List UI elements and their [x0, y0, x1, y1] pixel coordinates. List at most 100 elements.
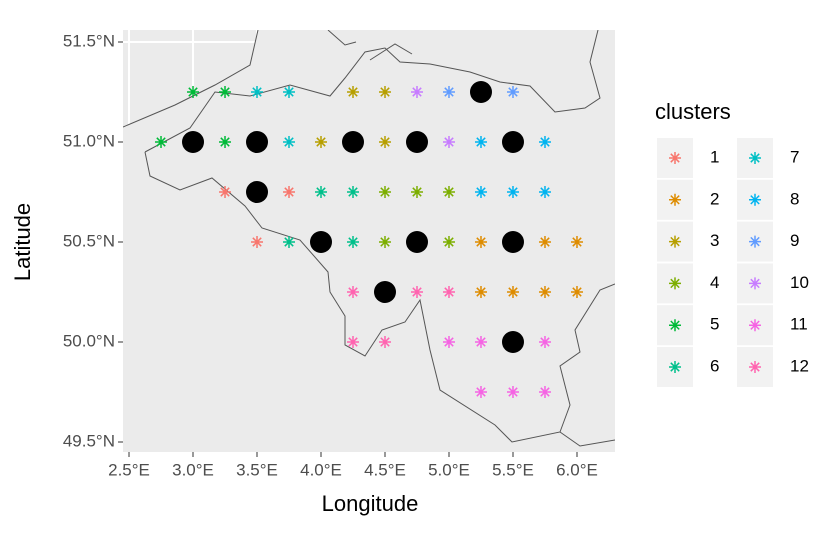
point [219, 136, 232, 148]
legend-symbol [749, 152, 761, 164]
point [538, 136, 551, 148]
y-tick-label: 50.0°N [63, 331, 115, 350]
point [378, 236, 391, 248]
legend-symbol [749, 193, 761, 206]
marks [155, 81, 583, 398]
center-point [246, 181, 269, 203]
center-point [310, 231, 333, 253]
border-east [559, 431, 615, 447]
legend-label: 10 [790, 273, 809, 292]
point [315, 186, 328, 198]
y-tick-label: 51.5°N [63, 31, 115, 50]
legend-symbol [669, 193, 681, 206]
y-tick-label: 49.5°N [63, 431, 115, 450]
legend-label: 11 [790, 315, 808, 334]
land [123, 30, 615, 452]
x-tick-label: 3.0°E [172, 460, 214, 479]
x-tick-label: 3.5°E [236, 460, 278, 479]
y-tick-label: 51.0°N [63, 131, 115, 150]
legend-label: 8 [790, 189, 799, 208]
point [442, 236, 455, 248]
x-tick-label: 5.5°E [492, 460, 534, 479]
point [347, 286, 360, 298]
x-tick-label: 5.0°E [428, 460, 470, 479]
point [410, 86, 423, 98]
legend-symbol [749, 235, 761, 248]
x-axis-title: Longitude [322, 491, 419, 516]
point [378, 136, 391, 148]
point [347, 336, 360, 348]
coastline [123, 30, 259, 128]
point [474, 336, 487, 348]
point [506, 286, 519, 298]
point [155, 136, 168, 148]
point [538, 336, 551, 348]
legend-label: 9 [790, 231, 799, 250]
point [570, 286, 583, 298]
border-islands [327, 30, 413, 61]
point [283, 186, 296, 198]
legend-symbol [669, 361, 681, 373]
x-tick-label: 4.5°E [364, 460, 406, 479]
point [474, 286, 487, 298]
point [474, 236, 487, 248]
center-point [501, 131, 524, 153]
map [123, 30, 615, 452]
x-tick-label: 4.0°E [300, 460, 342, 479]
center-point [373, 281, 396, 303]
legend-label: 1 [710, 147, 719, 166]
legend-symbol [669, 319, 681, 332]
legend-symbol [749, 319, 761, 332]
legend-label: 2 [710, 189, 719, 208]
legend-label: 12 [790, 356, 809, 375]
point [506, 386, 519, 398]
center-point [501, 231, 524, 253]
center-point [342, 131, 365, 153]
x-tick-label: 2.5°E [108, 460, 150, 479]
legend-title: clusters [655, 99, 731, 124]
point [315, 136, 328, 148]
center-point [246, 131, 269, 153]
point [538, 236, 551, 248]
point [442, 336, 455, 348]
point [283, 136, 296, 148]
point [506, 186, 519, 198]
point [442, 286, 455, 298]
x-tick-label: 6.0°E [556, 460, 598, 479]
point [378, 336, 391, 348]
point [410, 286, 423, 298]
legend-label: 5 [710, 315, 719, 334]
point [283, 236, 296, 248]
legend-label: 4 [710, 273, 719, 292]
point [474, 136, 487, 148]
legend-label: 3 [710, 231, 719, 250]
point [219, 186, 232, 198]
center-point [469, 81, 492, 103]
legend-label: 7 [790, 147, 799, 166]
legend-symbol [749, 361, 761, 373]
y-axis-title: Latitude [10, 203, 35, 281]
legend-symbol [669, 235, 681, 248]
point [538, 186, 551, 198]
center-point [501, 331, 524, 353]
point [474, 186, 487, 198]
point [506, 86, 519, 98]
legend-symbol [749, 277, 761, 290]
legend-symbol [669, 152, 681, 164]
point [442, 186, 455, 198]
point [442, 86, 455, 98]
center-point [405, 131, 428, 153]
point [251, 86, 264, 98]
point [442, 136, 455, 148]
point [347, 86, 360, 98]
center-point [182, 131, 205, 153]
point [410, 186, 423, 198]
point [378, 86, 391, 98]
point [347, 186, 360, 198]
point [538, 286, 551, 298]
border-north [144, 30, 601, 153]
point [538, 386, 551, 398]
center-point [405, 231, 428, 253]
border-south [144, 151, 615, 443]
